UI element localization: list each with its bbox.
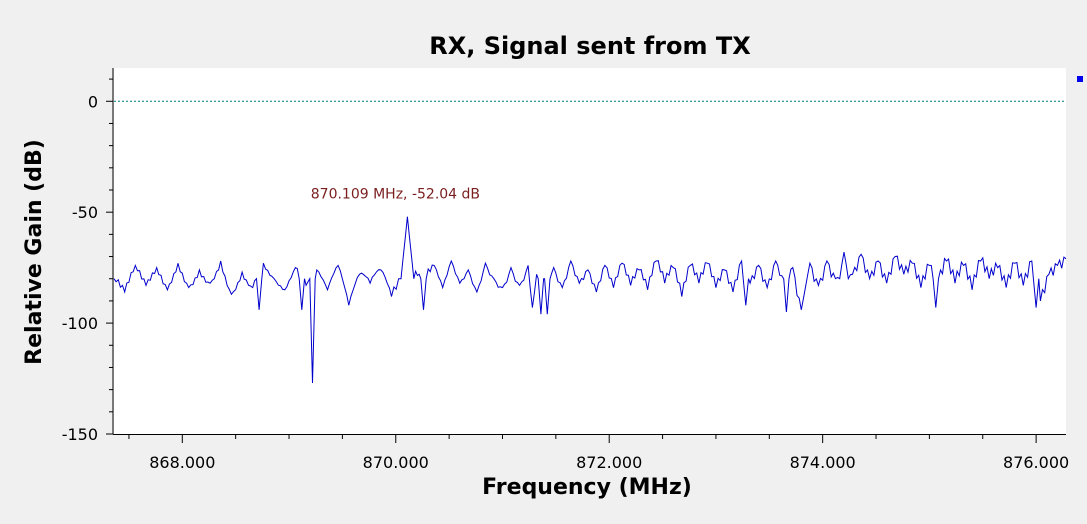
y-tick-label: -150 (62, 425, 98, 444)
chart-title: RX, Signal sent from TX (429, 32, 751, 60)
x-axis-label: Frequency (MHz) (482, 475, 692, 500)
x-tick-label: 876.000 (1003, 453, 1069, 472)
legend-marker[interactable] (1077, 76, 1083, 82)
x-tick-label: 868.000 (149, 453, 215, 472)
y-tick-label: -50 (72, 203, 98, 222)
x-tick-label: 870.000 (363, 453, 429, 472)
plot-canvas (114, 68, 1066, 434)
peak-annotation: 870.109 MHz, -52.04 dB (311, 187, 480, 203)
y-axis-ticks: 0 -50 -100 -150 (62, 78, 113, 444)
x-axis-ticks: 868.000 870.000 872.000 874.000 876.000 (128, 435, 1069, 472)
y-tick-label: 0 (88, 92, 98, 111)
x-tick-label: 874.000 (790, 453, 856, 472)
x-tick-label: 872.000 (576, 453, 642, 472)
y-tick-label: -100 (62, 314, 98, 333)
series-line (113, 216, 1067, 384)
y-axis-label: Relative Gain (dB) (22, 139, 47, 365)
